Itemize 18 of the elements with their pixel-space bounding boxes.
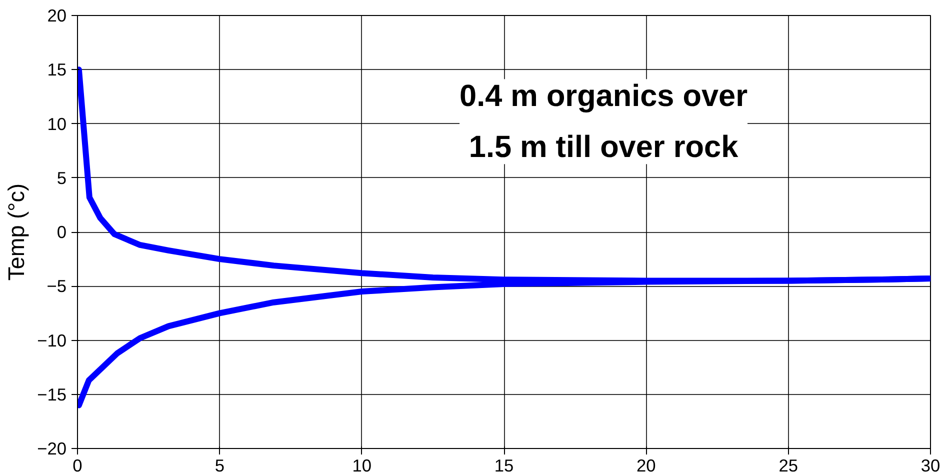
x-tick-label: 10 <box>352 456 372 474</box>
y-tick-label: −10 <box>37 330 67 350</box>
y-tick-label: 10 <box>47 114 67 134</box>
x-tick-label: 0 <box>72 456 82 474</box>
x-tick-label: 15 <box>494 456 514 474</box>
y-tick-label: −5 <box>46 276 67 296</box>
x-tick-label: 20 <box>636 456 656 474</box>
y-tick-label: 0 <box>56 222 67 242</box>
y-tick-label: −20 <box>37 438 67 458</box>
x-tick-label: 30 <box>920 456 940 474</box>
x-tick-label: 25 <box>778 456 798 474</box>
y-tick-label: 20 <box>47 6 67 26</box>
y-tick-label: −15 <box>37 384 67 404</box>
y-axis-title: Temp (°c) <box>3 183 30 281</box>
y-tick-label: 5 <box>56 168 67 188</box>
x-tick-label: 5 <box>214 456 224 474</box>
y-tick-label: 15 <box>47 60 67 80</box>
annotation: 0.4 m organics over 1.5 m till over rock <box>460 79 748 164</box>
